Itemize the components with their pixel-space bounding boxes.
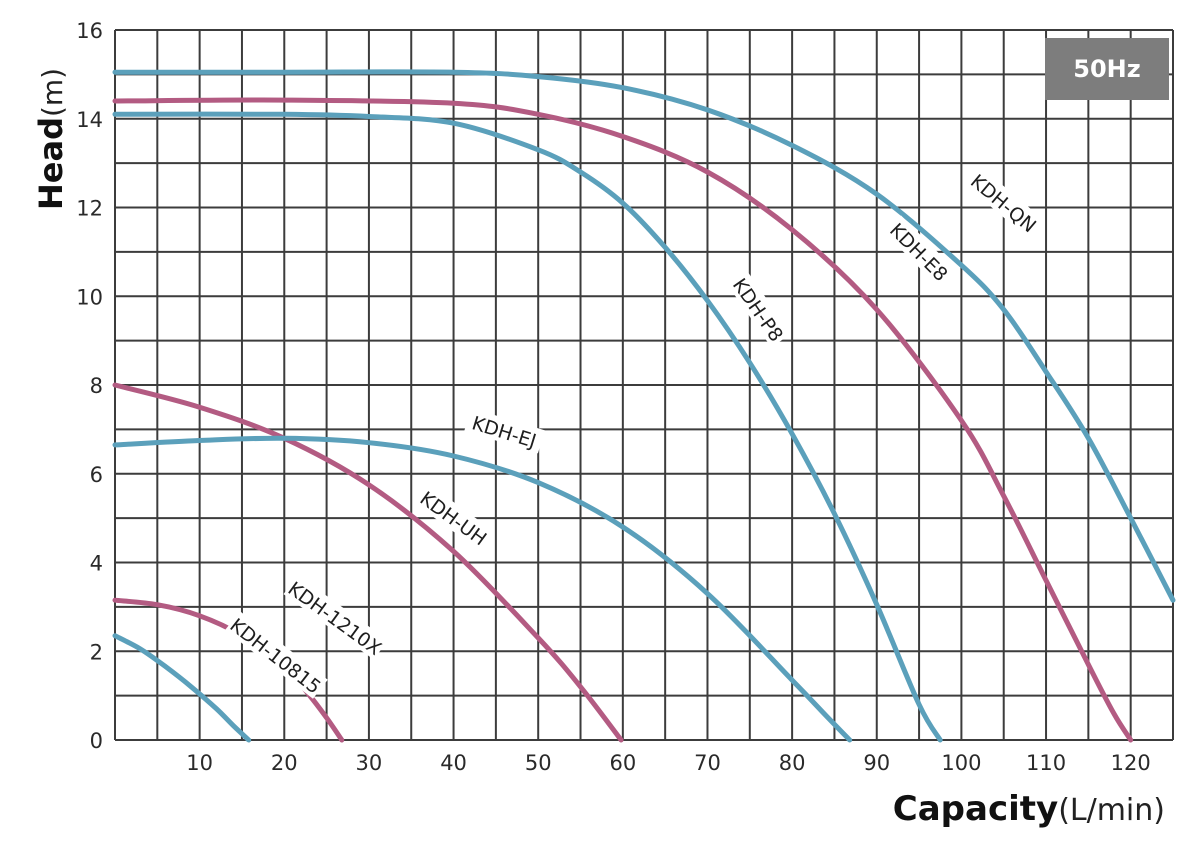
x-tick-label: 110: [1026, 751, 1066, 775]
y-tick-label: 2: [90, 640, 103, 664]
x-axis-title: Capacity: [893, 789, 1058, 829]
x-tick-label: 40: [440, 751, 467, 775]
y-tick-label: 4: [90, 552, 103, 576]
y-axis-ticks: 0 2 4 6 8 10 12 14 16: [76, 19, 103, 753]
y-tick-label: 8: [90, 374, 103, 398]
y-axis-label: Head(m): [32, 68, 70, 210]
y-tick-label: 10: [76, 285, 103, 309]
y-axis-unit: (m): [36, 68, 69, 117]
x-axis-unit: (L/min): [1058, 793, 1165, 828]
x-axis-label: Capacity(L/min): [893, 789, 1165, 829]
curve-kdh-e8: [112, 97, 1134, 743]
y-tick-label: 14: [76, 108, 103, 132]
x-tick-label: 50: [525, 751, 552, 775]
x-tick-label: 30: [356, 751, 383, 775]
curve-kdh-ej: [112, 435, 853, 743]
curve-kdh-qn: [112, 69, 1176, 603]
x-tick-label: 70: [694, 751, 721, 775]
y-tick-label: 16: [76, 19, 103, 43]
x-tick-label: 10: [186, 751, 213, 775]
x-tick-label: 90: [863, 751, 890, 775]
x-tick-label: 120: [1111, 751, 1151, 775]
x-tick-label: 60: [609, 751, 636, 775]
frequency-badge-text: 50Hz: [1073, 55, 1140, 83]
curve-kdh-p8: [112, 111, 943, 743]
y-axis-title: Head: [32, 117, 70, 210]
x-axis-ticks: 10 20 30 40 50 60 70 80 90 100 110 120: [186, 751, 1150, 775]
y-tick-label: 6: [90, 463, 103, 487]
curve-kdh-uh: [112, 382, 624, 743]
y-tick-label: 0: [90, 729, 103, 753]
x-tick-label: 20: [271, 751, 298, 775]
x-tick-label: 100: [941, 751, 981, 775]
frequency-badge: 50Hz: [1045, 38, 1169, 100]
x-tick-label: 80: [779, 751, 806, 775]
y-tick-label: 12: [76, 197, 103, 221]
curve-kdh-10815: [112, 633, 252, 743]
